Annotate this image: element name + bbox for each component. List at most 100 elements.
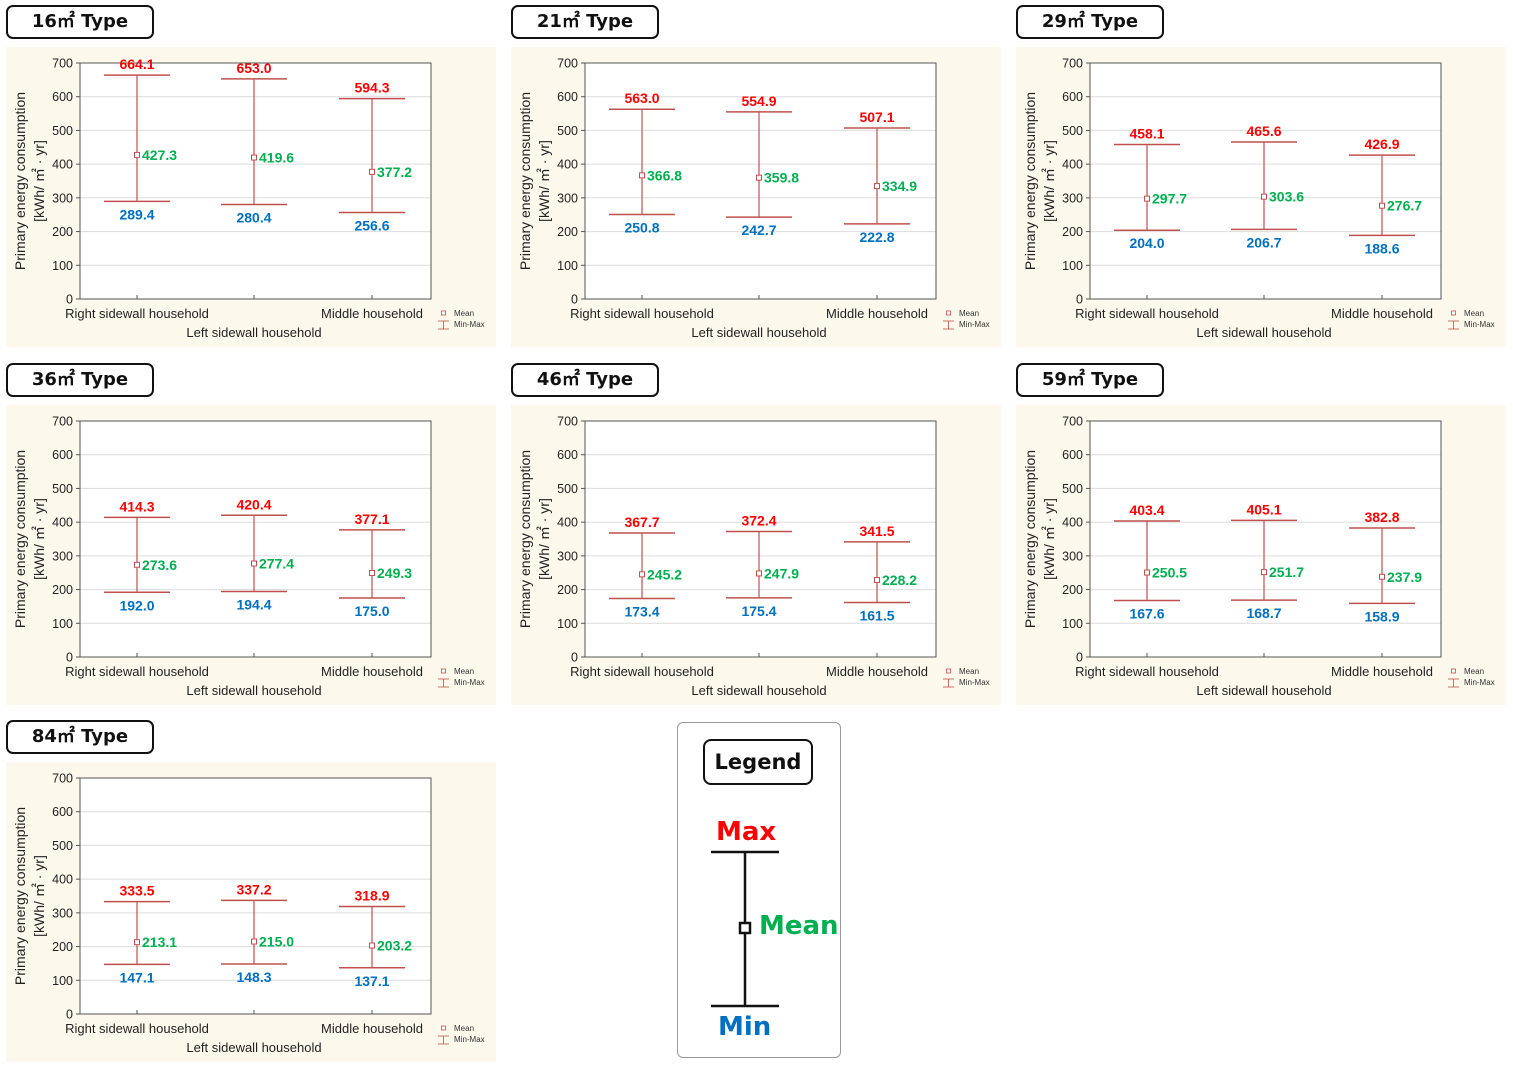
min-value-label: 256.6	[354, 217, 389, 233]
mean-value-label: 377.2	[377, 164, 412, 180]
mean-marker	[134, 151, 140, 158]
plot-area	[80, 421, 431, 657]
min-value-label: 168.7	[1246, 605, 1281, 621]
mean-value-label: 419.6	[259, 150, 294, 166]
y-tick-label: 300	[557, 549, 578, 563]
y-axis-label: Primary energy consumption [kWh/ ㎡ · yr]	[1022, 92, 1057, 270]
mean-marker	[1261, 193, 1267, 200]
mean-marker	[251, 154, 257, 161]
max-value-label: 563.0	[624, 90, 659, 106]
x-tick-label: Middle household	[1331, 306, 1433, 321]
mean-value-label: 203.2	[377, 937, 412, 953]
y-tick-label: 200	[52, 940, 73, 954]
legend-mean-swatch	[441, 310, 446, 316]
y-axis-label-line2: [kWh/ ㎡ · yr]	[536, 498, 552, 580]
mean-marker	[369, 942, 375, 949]
mean-value-label: 276.7	[1387, 198, 1422, 214]
legend-mean-swatch	[1451, 310, 1456, 316]
mean-value-label: 427.3	[142, 147, 177, 163]
max-value-label: 333.5	[119, 883, 154, 899]
y-axis-label-line1: Primary energy consumption	[517, 92, 533, 270]
y-axis-label: Primary energy consumption [kWh/ ㎡ · yr]	[12, 450, 47, 628]
x-tick-label: Right sidewall household	[1075, 306, 1219, 321]
chart-svg: 0 100 200 300 400 500 600 700 Right sidewall hou…	[12, 772, 485, 1056]
plot-frame	[79, 62, 432, 300]
x-tick-label: Right sidewall household	[1075, 664, 1219, 679]
figure-legend: Legend Max Mean Min	[677, 722, 841, 1058]
y-tick-label: 300	[52, 906, 73, 920]
y-tick-label: 600	[557, 90, 578, 104]
y-axis-label: Primary energy consumption [kWh/ ㎡ · yr]	[12, 92, 47, 270]
y-axis-label: Primary energy consumption [kWh/ ㎡ · yr]	[517, 92, 552, 270]
y-tick-label: 500	[52, 839, 73, 853]
max-value-label: 341.5	[859, 523, 894, 539]
y-axis-label-line1: Primary energy consumption	[1022, 450, 1038, 628]
max-value-label: 664.1	[119, 56, 154, 72]
max-value-label: 420.4	[236, 496, 271, 512]
legend-mean-text: Mean	[959, 309, 979, 318]
y-tick-label: 200	[557, 583, 578, 597]
legend-minmax-text: Min-Max	[1464, 678, 1495, 687]
max-value-label: 377.1	[354, 511, 389, 527]
legend-mean-text: Mean	[1464, 667, 1484, 676]
x-tick-label: Middle household	[321, 306, 423, 321]
min-value-label: 280.4	[236, 209, 271, 225]
mean-value-label: 297.7	[1152, 191, 1187, 207]
legend-glyph	[711, 850, 779, 1008]
min-value-label: 192.0	[119, 597, 154, 613]
x-tick-label: Middle household	[826, 306, 928, 321]
y-tick-label: 300	[52, 549, 73, 563]
y-tick-label: 500	[557, 482, 578, 496]
max-value-label: 403.4	[1129, 502, 1164, 518]
y-tick-label: 0	[571, 293, 578, 307]
min-value-label: 161.5	[859, 608, 894, 624]
min-value-label: 194.4	[236, 596, 271, 612]
mean-value-label: 237.9	[1387, 569, 1422, 585]
legend-mean-label: Mean	[759, 911, 839, 941]
x-tick-label: Right sidewall household	[570, 664, 714, 679]
mean-value-label: 228.2	[882, 572, 917, 588]
max-value-label: 554.9	[741, 93, 776, 109]
max-value-label: 337.2	[236, 881, 271, 897]
mean-marker	[1261, 569, 1267, 576]
y-tick-label: 200	[1062, 225, 1083, 239]
min-value-label: 250.8	[624, 219, 659, 235]
max-value-label: 405.1	[1246, 501, 1281, 517]
x-tick-label: Middle household	[321, 664, 423, 679]
y-tick-label: 0	[66, 293, 73, 307]
y-tick-label: 700	[52, 57, 73, 71]
mean-value-label: 359.8	[764, 170, 799, 186]
y-tick-label: 100	[52, 974, 73, 988]
y-axis-label-line2: [kWh/ ㎡ · yr]	[1041, 140, 1057, 222]
mean-marker	[639, 571, 645, 578]
min-value-label: 173.4	[624, 604, 659, 620]
min-value-label: 158.9	[1364, 608, 1399, 624]
mean-marker	[369, 569, 375, 576]
y-tick-label: 500	[52, 124, 73, 138]
max-value-label: 594.3	[354, 80, 389, 96]
y-axis-label-line1: Primary energy consumption	[12, 450, 28, 628]
legend-minmax-text: Min-Max	[454, 678, 485, 687]
max-value-label: 653.0	[236, 60, 271, 76]
x-tick-label: Middle household	[826, 664, 928, 679]
mean-marker	[369, 168, 375, 175]
x-tick-label: Right sidewall household	[65, 306, 209, 321]
y-tick-label: 700	[52, 772, 73, 786]
min-value-label: 147.1	[119, 969, 154, 985]
y-tick-label: 700	[1062, 57, 1083, 71]
legend-minmax-text: Min-Max	[454, 1035, 485, 1044]
y-tick-label: 700	[557, 415, 578, 429]
min-value-label: 242.7	[741, 222, 776, 238]
legend-title: Legend	[703, 739, 813, 785]
chart-title: 46㎡ Type	[511, 363, 659, 397]
chart-panel: 46㎡ Type 0 100 200 300 400 500 600 700 Right side…	[511, 363, 1006, 708]
legend-mean-swatch	[441, 1025, 446, 1031]
y-axis-label: Primary energy consumption [kWh/ ㎡ · yr]	[12, 807, 47, 985]
x-tick-label: Right sidewall household	[570, 306, 714, 321]
mean-marker	[639, 172, 645, 179]
max-value-label: 414.3	[119, 498, 154, 514]
chart-panel: 84㎡ Type 0 100 200 300 400 500 600 700 Right side…	[6, 720, 501, 1065]
mean-value-label: 277.4	[259, 555, 294, 571]
mean-value-label: 273.6	[142, 557, 177, 573]
mean-marker	[134, 561, 140, 568]
